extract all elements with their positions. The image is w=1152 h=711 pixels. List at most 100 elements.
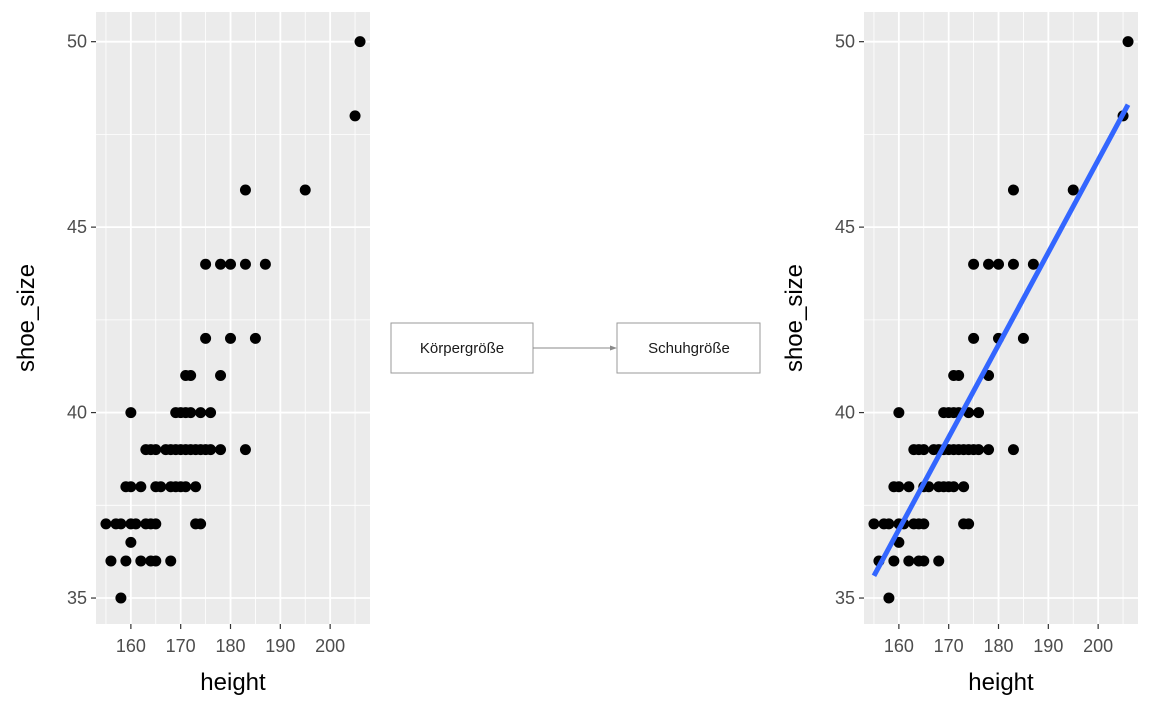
data-point <box>888 555 900 567</box>
x-tick-label: 190 <box>265 636 295 656</box>
data-point <box>115 592 127 604</box>
data-point <box>195 407 207 419</box>
data-point <box>185 369 197 381</box>
data-point <box>195 518 207 530</box>
data-point <box>1122 36 1134 48</box>
y-tick-label: 50 <box>835 32 855 52</box>
data-point <box>249 332 261 344</box>
y-tick-label: 35 <box>67 588 87 608</box>
data-point <box>155 481 167 493</box>
data-point <box>215 258 227 270</box>
node-box-koerpergroesse <box>390 322 534 374</box>
right-regression-line <box>871 103 1131 577</box>
data-point <box>354 36 366 48</box>
regression-line <box>871 103 1131 577</box>
data-point <box>958 481 970 493</box>
data-point <box>105 555 117 567</box>
node-box-schuhgroesse <box>616 322 761 374</box>
data-point <box>200 332 212 344</box>
x-tick-label: 160 <box>884 636 914 656</box>
x-tick-label: 160 <box>116 636 146 656</box>
data-point <box>893 481 905 493</box>
data-point <box>1007 184 1019 196</box>
data-point <box>953 369 965 381</box>
left-y-ticks: 35 40 45 50 <box>67 32 96 608</box>
data-point <box>299 184 311 196</box>
x-tick-label: 190 <box>1033 636 1063 656</box>
data-point <box>968 258 980 270</box>
node-label-koerpergroesse: Körpergröße <box>420 340 504 357</box>
data-point <box>259 258 271 270</box>
data-point <box>883 518 895 530</box>
data-point <box>918 518 930 530</box>
data-point <box>893 407 905 419</box>
data-point <box>120 555 132 567</box>
right-scatter-plot: 160 170 180 190 200 35 40 45 50 height shoe_siz… <box>781 12 1138 696</box>
data-point <box>135 555 147 567</box>
data-point <box>1007 258 1019 270</box>
data-point <box>1067 184 1079 196</box>
data-point <box>933 555 945 567</box>
left-x-axis-title: height <box>200 669 266 696</box>
x-tick-label: 180 <box>215 636 245 656</box>
left-points <box>100 36 366 604</box>
data-point <box>983 444 995 456</box>
data-point <box>903 555 915 567</box>
data-point <box>983 258 995 270</box>
x-tick-label: 170 <box>934 636 964 656</box>
data-point <box>918 555 930 567</box>
y-tick-label: 40 <box>67 403 87 423</box>
data-point <box>190 481 202 493</box>
right-y-ticks: 35 40 45 50 <box>835 32 864 608</box>
data-point <box>125 407 137 419</box>
data-point <box>200 258 212 270</box>
left-panel-background <box>96 12 370 624</box>
data-point <box>225 332 237 344</box>
data-point <box>165 555 177 567</box>
left-x-ticks: 160 170 180 190 200 <box>116 624 345 656</box>
data-point <box>150 518 162 530</box>
data-point <box>125 536 137 548</box>
y-tick-label: 40 <box>835 403 855 423</box>
y-tick-label: 45 <box>835 217 855 237</box>
data-point <box>963 518 975 530</box>
data-point <box>973 407 985 419</box>
x-tick-label: 200 <box>315 636 345 656</box>
right-x-axis-title: height <box>968 669 1034 696</box>
right-y-axis-title: shoe_size <box>781 264 808 372</box>
data-point <box>968 332 980 344</box>
data-point <box>1007 444 1019 456</box>
data-point <box>185 407 197 419</box>
x-tick-label: 180 <box>983 636 1013 656</box>
causal-diagram: Körpergröße Schuhgröße <box>390 322 761 374</box>
data-point <box>180 481 192 493</box>
left-y-axis-title: shoe_size <box>13 264 40 372</box>
data-point <box>130 518 142 530</box>
y-tick-label: 50 <box>67 32 87 52</box>
data-point <box>205 444 217 456</box>
data-point <box>150 444 162 456</box>
x-tick-label: 200 <box>1083 636 1113 656</box>
data-point <box>135 481 147 493</box>
data-point <box>1027 258 1039 270</box>
data-point <box>918 444 930 456</box>
data-point <box>1017 332 1029 344</box>
data-point <box>205 407 217 419</box>
data-point <box>239 444 251 456</box>
data-point <box>903 481 915 493</box>
data-point <box>150 555 162 567</box>
data-point <box>349 110 361 122</box>
y-tick-label: 45 <box>67 217 87 237</box>
data-point <box>225 258 237 270</box>
data-point <box>973 444 985 456</box>
right-x-ticks: 160 170 180 190 200 <box>884 624 1113 656</box>
data-point <box>948 481 960 493</box>
left-scatter-plot: 160 170 180 190 200 35 40 45 50 height shoe_siz… <box>13 12 370 696</box>
data-point <box>215 369 227 381</box>
edge-arrow-head <box>610 345 617 351</box>
data-point <box>993 258 1005 270</box>
data-point <box>100 518 112 530</box>
data-point <box>125 481 137 493</box>
x-tick-label: 170 <box>166 636 196 656</box>
